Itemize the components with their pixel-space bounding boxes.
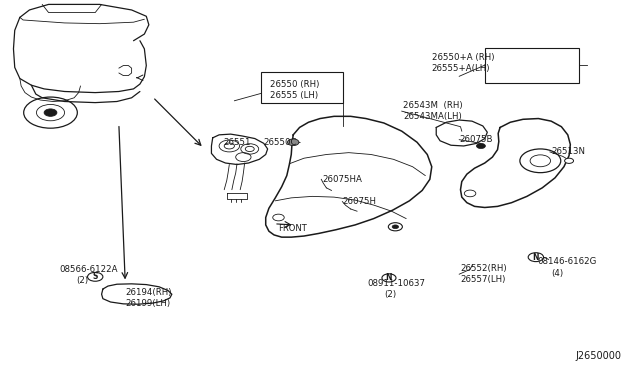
- Text: 26555 (LH): 26555 (LH): [270, 91, 318, 100]
- Circle shape: [392, 225, 399, 229]
- Circle shape: [382, 274, 396, 282]
- Text: 26075B: 26075B: [460, 135, 493, 144]
- Text: 26075HA: 26075HA: [322, 175, 362, 184]
- Text: 26194(RH): 26194(RH): [125, 288, 172, 297]
- Text: N: N: [532, 253, 539, 262]
- Text: 26543M  (RH): 26543M (RH): [403, 101, 463, 110]
- Circle shape: [287, 139, 299, 145]
- Text: 08911-10637: 08911-10637: [367, 279, 425, 288]
- Text: 08566-6122A: 08566-6122A: [60, 265, 118, 274]
- Text: 26199(LH): 26199(LH): [125, 299, 170, 308]
- Circle shape: [388, 223, 403, 231]
- Text: 26551: 26551: [223, 138, 250, 147]
- Text: 08146-6162G: 08146-6162G: [537, 257, 596, 266]
- Circle shape: [273, 214, 284, 221]
- Text: (2): (2): [384, 290, 396, 299]
- Text: (2): (2): [76, 276, 88, 285]
- Text: J2650000: J2650000: [575, 351, 621, 361]
- Text: 26550+A (RH): 26550+A (RH): [432, 52, 494, 61]
- Text: (4): (4): [551, 269, 563, 278]
- Circle shape: [44, 109, 57, 116]
- Text: 26557(LH): 26557(LH): [461, 275, 506, 284]
- Text: 26550 (RH): 26550 (RH): [270, 80, 319, 89]
- Circle shape: [476, 143, 485, 148]
- Circle shape: [465, 190, 476, 197]
- Text: 26555+A(LH): 26555+A(LH): [432, 64, 490, 73]
- Circle shape: [88, 272, 103, 281]
- Text: S: S: [93, 272, 98, 281]
- Bar: [484, 48, 579, 83]
- Bar: [261, 72, 343, 103]
- Text: N: N: [386, 273, 392, 282]
- Text: FRONT: FRONT: [278, 224, 307, 233]
- Text: 26543MA(LH): 26543MA(LH): [403, 112, 462, 121]
- Text: 26552(RH): 26552(RH): [461, 264, 507, 273]
- Text: 26513N: 26513N: [551, 147, 585, 156]
- Circle shape: [528, 253, 543, 262]
- Text: 26550C: 26550C: [264, 138, 298, 147]
- Circle shape: [564, 158, 573, 163]
- Text: 26075H: 26075H: [342, 197, 376, 206]
